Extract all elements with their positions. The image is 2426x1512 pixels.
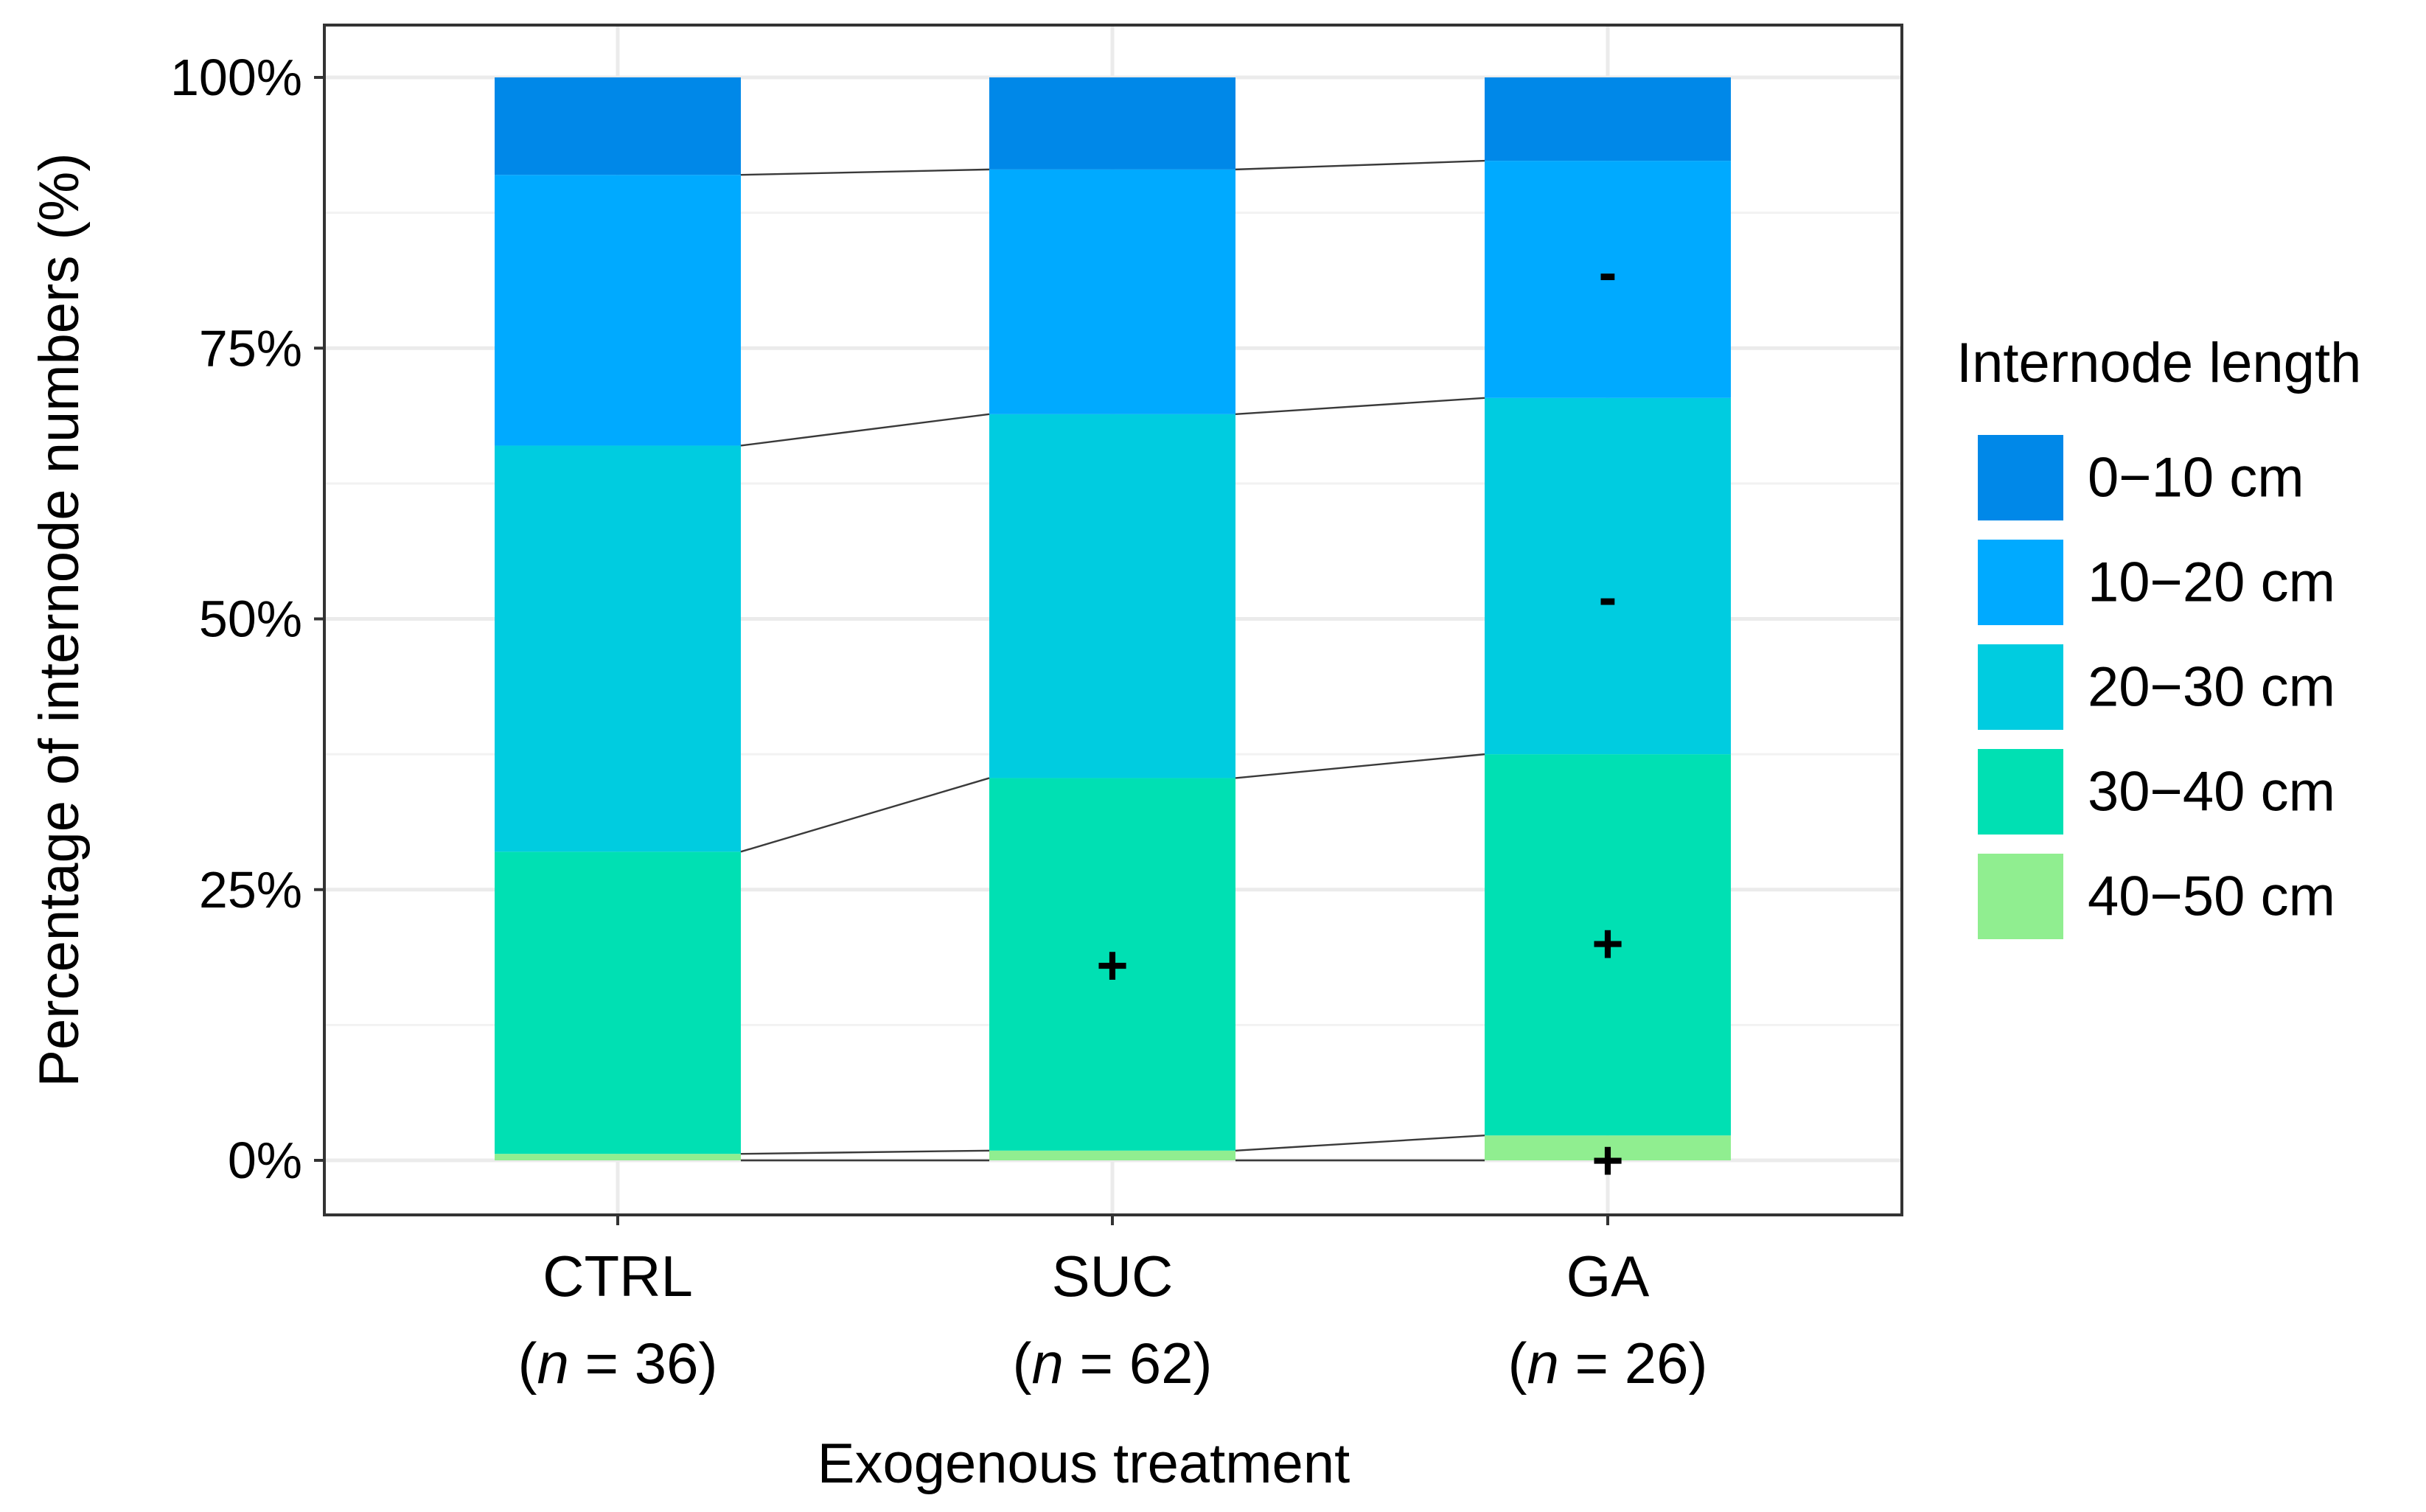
bar-suc-0-10-cm	[989, 77, 1235, 170]
y-tick-label: 50%	[199, 590, 302, 648]
x-sample-size-label: (n = 36)	[517, 1331, 717, 1396]
bar-ctrl-0-10-cm	[495, 77, 741, 175]
significance-mark-ga-10-20-cm: -	[1599, 242, 1617, 303]
significance-mark-ga-40-50-cm: +	[1592, 1130, 1623, 1191]
bar-ga-40-50-cm	[1485, 1135, 1731, 1160]
legend-label-30-40-cm: 30−40 cm	[2088, 761, 2335, 823]
x-category-label: GA	[1566, 1244, 1650, 1309]
connector-line	[740, 1149, 990, 1155]
bar-suc-20-30-cm	[989, 414, 1235, 778]
legend-swatch-0-10-cm	[1978, 435, 2063, 520]
connector-line	[1235, 397, 1485, 416]
bar-ga-20-30-cm	[1485, 397, 1731, 755]
connector-line	[740, 413, 990, 447]
x-category-label: CTRL	[543, 1244, 693, 1309]
bar-ctrl-30-40-cm	[495, 851, 741, 1154]
legend-swatch-40-50-cm	[1978, 854, 2063, 939]
y-axis: 0% 25% 50% 75% 100%	[170, 49, 324, 1189]
bar-ga-30-40-cm	[1485, 754, 1731, 1136]
significance-mark-suc-30-40-cm: +	[1096, 935, 1128, 996]
y-axis-title: Percentage of internode numbers (%)	[28, 153, 91, 1087]
connector-line	[740, 168, 990, 176]
bar-suc-30-40-cm	[989, 778, 1235, 1151]
bar-ctrl-20-30-cm	[495, 445, 741, 852]
bar-ctrl-10-20-cm	[495, 175, 741, 446]
bar-ga-0-10-cm	[1485, 77, 1731, 161]
legend-label-10-20-cm: 10−20 cm	[2088, 551, 2335, 614]
connector-lines	[740, 159, 1485, 1162]
x-sample-size-label: (n = 62)	[1012, 1331, 1212, 1396]
x-axis-title: Exogenous treatment	[818, 1432, 1350, 1495]
legend-swatch-20-30-cm	[1978, 644, 2063, 730]
significance-mark-ga-20-30-cm: -	[1599, 567, 1617, 628]
legend-label-0-10-cm: 0−10 cm	[2088, 447, 2304, 509]
legend-swatch-30-40-cm	[1978, 749, 2063, 835]
x-axis: CTRL (n = 36) SUC (n = 62) GA (n = 26)	[517, 1215, 1708, 1396]
x-sample-size-label: (n = 26)	[1507, 1331, 1707, 1396]
legend-label-20-30-cm: 20−30 cm	[2088, 656, 2335, 719]
y-tick-label: 25%	[199, 861, 302, 919]
bar-ga-10-20-cm	[1485, 161, 1731, 398]
connector-line	[1235, 753, 1485, 779]
connector-line	[1235, 159, 1485, 171]
y-tick-label: 0%	[228, 1132, 302, 1189]
bar-ctrl-40-50-cm	[495, 1154, 741, 1160]
bar-stacks	[495, 77, 1731, 1160]
significance-marks: + - - + +	[1096, 242, 1623, 1191]
legend-label-40-50-cm: 40−50 cm	[2088, 865, 2335, 928]
connector-line	[740, 777, 990, 853]
legend: Internode length 0−10 cm 10−20 cm 20−30 cm…	[1956, 332, 2361, 939]
bar-suc-10-20-cm	[989, 169, 1235, 414]
x-category-label: SUC	[1052, 1244, 1174, 1309]
connector-line	[1235, 1135, 1485, 1152]
y-tick-label: 100%	[170, 49, 302, 106]
legend-swatch-10-20-cm	[1978, 540, 2063, 625]
y-tick-label: 75%	[199, 319, 302, 377]
legend-title: Internode length	[1956, 332, 2361, 394]
bar-suc-40-50-cm	[989, 1150, 1235, 1160]
significance-mark-ga-30-40-cm: +	[1592, 913, 1623, 975]
